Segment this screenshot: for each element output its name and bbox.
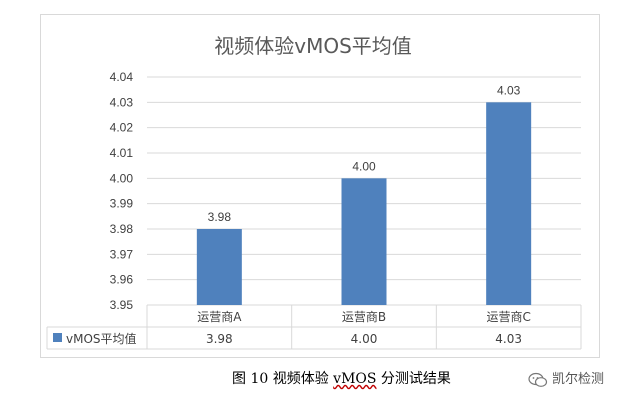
y-tick-label: 3.97	[110, 247, 134, 261]
category-label: 运营商B	[342, 309, 386, 324]
watermark: 凯尔检测	[528, 368, 604, 388]
y-tick-label: 4.00	[110, 171, 134, 185]
wechat-icon	[528, 372, 548, 387]
table-value: 4.03	[495, 332, 522, 346]
y-tick-label: 4.04	[110, 70, 134, 84]
y-tick-label: 4.03	[110, 95, 134, 109]
bar	[486, 102, 532, 305]
y-tick-label: 4.02	[110, 121, 134, 135]
table-value: 3.98	[206, 332, 233, 346]
caption-suffix: 分测试结果	[376, 371, 451, 387]
bar	[196, 229, 242, 305]
caption-prefix: 图 10 视频体验	[232, 371, 334, 387]
figure-caption: 图 10 视频体验 vMOS 分测试结果	[232, 368, 451, 388]
category-label: 运营商A	[197, 309, 242, 324]
bars	[196, 102, 532, 305]
chart-title: 视频体验vMOS平均值	[214, 34, 412, 58]
data-label: 4.03	[497, 83, 521, 97]
data-table: 运营商A 3.98 运营商B 4.00 运营商C 4.03 vMOS平均值	[46, 305, 582, 350]
bar	[341, 178, 387, 305]
category-label: 运营商C	[486, 309, 530, 324]
caption-underlined: vMOS	[333, 371, 377, 387]
chart-frame: 视频体验vMOS平均值 4.04 4.03 4.02 4.01 4.00 3.99 3.98…	[40, 14, 600, 358]
y-tick-label: 3.99	[110, 197, 134, 211]
y-axis-ticks: 4.04 4.03 4.02 4.01 4.00 3.99 3.98 3.97 3.96 3.95	[110, 70, 134, 312]
y-tick-label: 4.01	[110, 146, 134, 160]
y-tick-label: 3.98	[110, 222, 134, 236]
data-labels: 3.98 4.00 4.03	[208, 83, 521, 224]
data-label: 3.98	[208, 210, 232, 224]
y-tick-label: 3.96	[110, 273, 134, 287]
y-tick-label: 3.95	[110, 298, 134, 312]
watermark-text: 凯尔检测	[552, 372, 605, 387]
table-value: 4.00	[351, 332, 378, 346]
legend-swatch	[53, 333, 62, 342]
data-label: 4.00	[352, 159, 376, 173]
bar-chart: 视频体验vMOS平均值 4.04 4.03 4.02 4.01 4.00 3.99 3.98…	[46, 34, 582, 350]
legend-label: vMOS平均值	[66, 331, 137, 346]
